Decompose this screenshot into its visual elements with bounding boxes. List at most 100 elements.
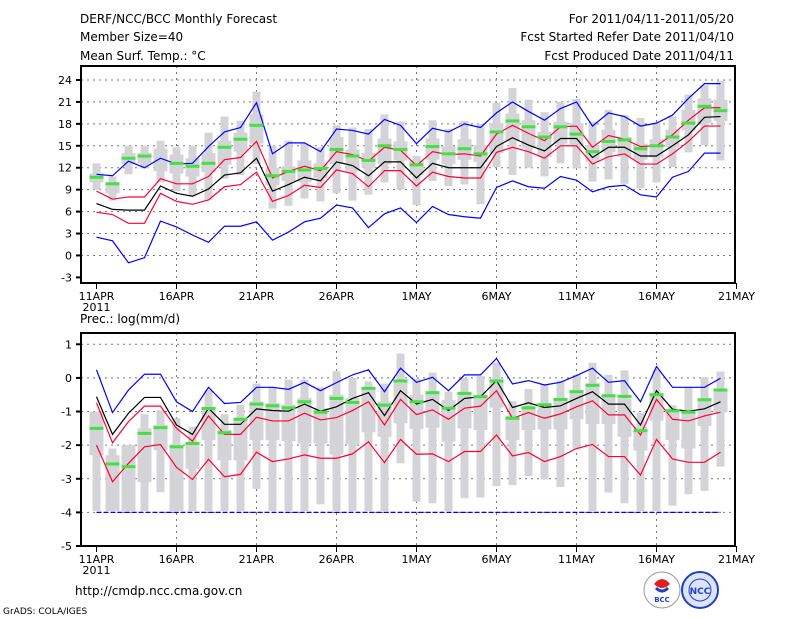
observed-mark (377, 403, 392, 407)
quartile-box (329, 394, 344, 455)
whisker-bar (92, 411, 101, 512)
whisker-bar (524, 389, 533, 477)
observed-mark (105, 462, 120, 466)
quartile-box (105, 455, 120, 512)
observed-mark (153, 426, 168, 430)
quartile-box (393, 381, 408, 424)
quartile-box (137, 153, 152, 164)
quartile-box (665, 409, 680, 441)
precip-title: Prec.: log(mm/d) (80, 312, 180, 326)
quartile-box (345, 398, 360, 445)
whisker-bar (188, 426, 197, 512)
x-tick-label: 6MAY (482, 290, 512, 303)
observed-mark (537, 135, 552, 139)
observed-mark (185, 164, 200, 168)
whisker-bar (716, 371, 725, 467)
observed-mark (217, 145, 232, 149)
whisker-bar (460, 377, 469, 499)
observed-mark (185, 441, 200, 445)
observed-mark (537, 403, 552, 407)
observed-mark (617, 138, 632, 142)
observed-mark (681, 410, 696, 414)
observed-mark (649, 144, 664, 148)
quartile-box (457, 391, 472, 429)
observed-mark (697, 398, 712, 402)
whisker-bar (268, 387, 277, 512)
observed-mark (281, 169, 296, 173)
observed-mark (233, 417, 248, 421)
quartile-box (185, 441, 200, 469)
observed-mark (217, 431, 232, 435)
x-tick-label: 16MAY (638, 290, 675, 303)
observed-mark (89, 175, 104, 179)
y-tick-label: 6 (65, 206, 72, 219)
observed-mark (345, 154, 360, 158)
observed-mark (505, 416, 520, 420)
quartile-box (153, 148, 168, 172)
series-lower-line (96, 125, 721, 224)
source-url[interactable]: http://cmdp.ncc.cma.gov.cn (75, 584, 242, 598)
observed-mark (553, 125, 568, 129)
observed-mark (457, 147, 472, 151)
y-tick-label: -3 (61, 271, 72, 284)
x-tick-label: 6MAY (482, 553, 512, 566)
x-tick-label: 16APR (159, 553, 195, 566)
quartile-box (249, 401, 264, 441)
x-tick-label: 16MAY (638, 553, 675, 566)
observed-mark (713, 109, 728, 113)
quartile-box (489, 379, 504, 408)
whisker-bar (636, 412, 645, 512)
quartile-box (697, 98, 712, 124)
observed-mark (441, 152, 456, 156)
observed-mark (409, 400, 424, 404)
bcc-logo-text: BCC (654, 596, 670, 604)
observed-mark (265, 404, 280, 408)
quartile-box (137, 428, 152, 483)
whisker-bar (508, 401, 517, 486)
observed-mark (713, 388, 728, 392)
quartile-box (537, 402, 552, 430)
observed-mark (489, 379, 504, 383)
whisker-bar (380, 383, 389, 512)
plot-frame (80, 65, 736, 284)
x-tick-label: 11MAY (558, 553, 595, 566)
whisker-bar (316, 387, 325, 505)
whisker-bar (220, 414, 229, 512)
observed-mark (489, 130, 504, 134)
plot-frame (80, 332, 736, 547)
quartile-box (217, 140, 232, 165)
observed-mark (697, 104, 712, 108)
observed-mark (169, 445, 184, 449)
y-tick-label: 21 (58, 96, 72, 109)
whisker-bar (476, 375, 485, 498)
whisker-bar (492, 362, 501, 487)
observed-mark (201, 407, 216, 411)
observed-mark (169, 161, 184, 165)
quartile-box (681, 409, 696, 449)
x-tick-label: 21APR (239, 290, 275, 303)
observed-mark (617, 394, 632, 398)
ncc-logo-text: NCC (690, 587, 711, 597)
quartile-box (89, 411, 104, 456)
ncc-logo: NCC (681, 571, 719, 609)
observed-mark (265, 174, 280, 178)
observed-mark (121, 156, 136, 160)
bcc-logo: BCC (643, 571, 681, 609)
whisker-bar (444, 391, 453, 512)
series-upper-line (95, 389, 721, 445)
whisker-bar (476, 123, 485, 205)
whisker-bar (156, 410, 165, 493)
observed-mark (249, 402, 264, 406)
y-tick-label: 9 (65, 184, 72, 197)
quartile-box (233, 418, 248, 461)
quartile-box (169, 445, 184, 512)
series-mean-line (95, 379, 721, 436)
y-tick-label: 0 (65, 372, 72, 385)
quartile-box (153, 424, 168, 451)
observed-mark (521, 406, 536, 410)
quartile-box (313, 408, 328, 444)
whisker-bar (588, 362, 597, 512)
member-size: Member Size=40 (80, 30, 183, 44)
quartile-box (505, 415, 520, 441)
